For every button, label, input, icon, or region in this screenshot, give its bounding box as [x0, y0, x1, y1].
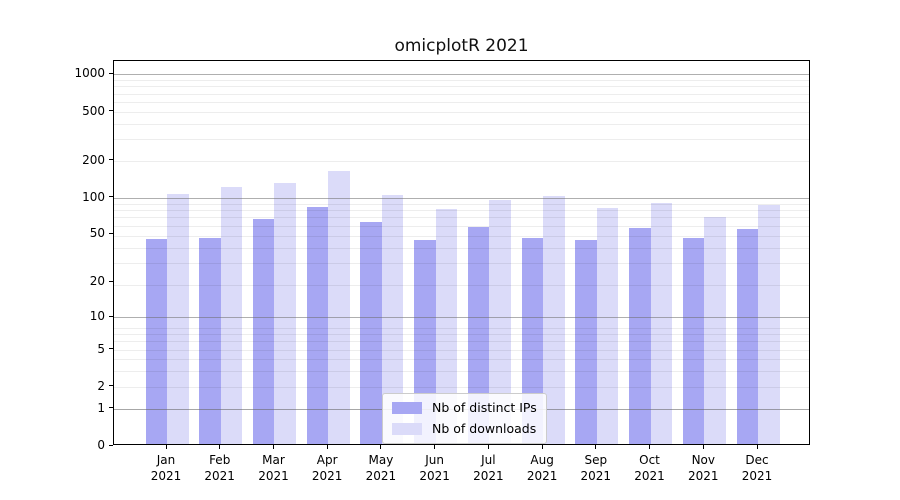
- y-tick-label-1000: 1000: [74, 66, 105, 81]
- bar-oct-downloads: [650, 203, 673, 444]
- y-tick-200: [109, 159, 113, 161]
- y-tick-1000: [109, 72, 113, 74]
- x-tick-label-apr: Apr 2021: [311, 453, 343, 483]
- bar-sep-downloads: [596, 207, 619, 444]
- x-tick-label-feb: Feb 2021: [204, 453, 235, 483]
- x-tick-label-jul: Jul 2021: [473, 453, 504, 483]
- bar-jun-downloads: [435, 208, 458, 444]
- plot-area: Nb of distinct IPs Nb of downloads: [113, 60, 810, 445]
- bar-apr-distinct-ips: [306, 206, 329, 444]
- x-tick-label-jun: Jun 2021: [419, 453, 450, 483]
- bar-apr-downloads: [328, 171, 350, 444]
- x-tick-label-mar: Mar 2021: [258, 453, 289, 483]
- x-tick-aug: [541, 445, 543, 449]
- x-tick-dec: [756, 445, 758, 449]
- y-tick-500: [109, 110, 113, 111]
- bar-jul-downloads: [489, 200, 511, 444]
- bar-may-downloads: [381, 195, 404, 444]
- x-tick-jun: [434, 445, 436, 449]
- bar-jan-distinct-ips: [145, 239, 167, 444]
- x-tick-label-sep: Sep 2021: [580, 453, 612, 483]
- x-tick-label-oct: Oct 2021: [634, 453, 665, 483]
- bars-layer: [114, 61, 809, 444]
- x-tick-jan: [165, 445, 167, 449]
- legend-item-downloads: Nb of downloads: [392, 421, 537, 437]
- legend-swatch-downloads: [392, 423, 422, 435]
- bar-aug-distinct-ips: [521, 238, 544, 444]
- x-tick-sep: [595, 445, 597, 449]
- bar-aug-downloads: [543, 195, 565, 444]
- x-tick-label-nov: Nov 2021: [688, 453, 719, 483]
- y-tick-50: [109, 232, 113, 234]
- bar-mar-distinct-ips: [252, 219, 275, 444]
- legend-item-distinct-ips: Nb of distinct IPs: [392, 400, 537, 416]
- bar-mar-downloads: [274, 182, 296, 444]
- y-tick-label-0: 0: [97, 438, 105, 452]
- legend-label-downloads: Nb of downloads: [432, 421, 537, 436]
- y-tick-label-100: 100: [82, 189, 105, 204]
- y-tick-label-1: 1: [97, 400, 105, 415]
- y-tick-label-200: 200: [82, 152, 105, 167]
- y-tick-2: [109, 385, 113, 387]
- bar-sep-distinct-ips: [575, 240, 597, 444]
- bar-jan-downloads: [167, 194, 189, 444]
- bar-may-distinct-ips: [360, 221, 382, 444]
- y-tick-label-5: 5: [97, 341, 105, 356]
- bar-oct-distinct-ips: [629, 228, 651, 444]
- bar-jul-distinct-ips: [467, 226, 490, 444]
- y-tick-label-10: 10: [89, 309, 105, 323]
- x-tick-nov: [702, 445, 704, 449]
- bar-nov-distinct-ips: [682, 238, 705, 444]
- y-tick-label-50: 50: [89, 226, 105, 241]
- bar-dec-downloads: [758, 205, 780, 444]
- x-tick-may: [380, 445, 382, 449]
- x-tick-feb: [219, 445, 221, 449]
- x-tick-mar: [273, 445, 274, 449]
- y-tick-5: [109, 348, 113, 350]
- chart-title: omicplotR 2021: [394, 36, 529, 56]
- y-tick-10: [109, 315, 113, 317]
- x-tick-apr: [326, 445, 328, 449]
- bar-feb-downloads: [220, 187, 243, 444]
- bar-nov-downloads: [704, 217, 726, 444]
- x-tick-oct: [649, 445, 650, 449]
- x-tick-label-dec: Dec 2021: [741, 453, 773, 483]
- legend-swatch-distinct-ips: [392, 402, 422, 414]
- x-tick-label-aug: Aug 2021: [526, 453, 558, 483]
- y-tick-label-2: 2: [97, 378, 105, 393]
- bar-dec-distinct-ips: [736, 229, 758, 444]
- x-tick-label-may: May 2021: [365, 453, 397, 483]
- x-tick-label-jan: Jan 2021: [150, 453, 182, 483]
- bar-feb-distinct-ips: [199, 238, 221, 444]
- y-tick-label-500: 500: [82, 103, 105, 118]
- y-tick-1: [109, 407, 113, 409]
- legend-label-distinct-ips: Nb of distinct IPs: [432, 400, 537, 415]
- y-tick-100: [109, 196, 113, 198]
- y-tick-label-20: 20: [89, 274, 105, 289]
- legend: Nb of distinct IPs Nb of downloads: [382, 393, 547, 444]
- x-tick-jul: [487, 445, 489, 449]
- y-tick-20: [109, 280, 113, 282]
- y-tick-0: [109, 444, 113, 446]
